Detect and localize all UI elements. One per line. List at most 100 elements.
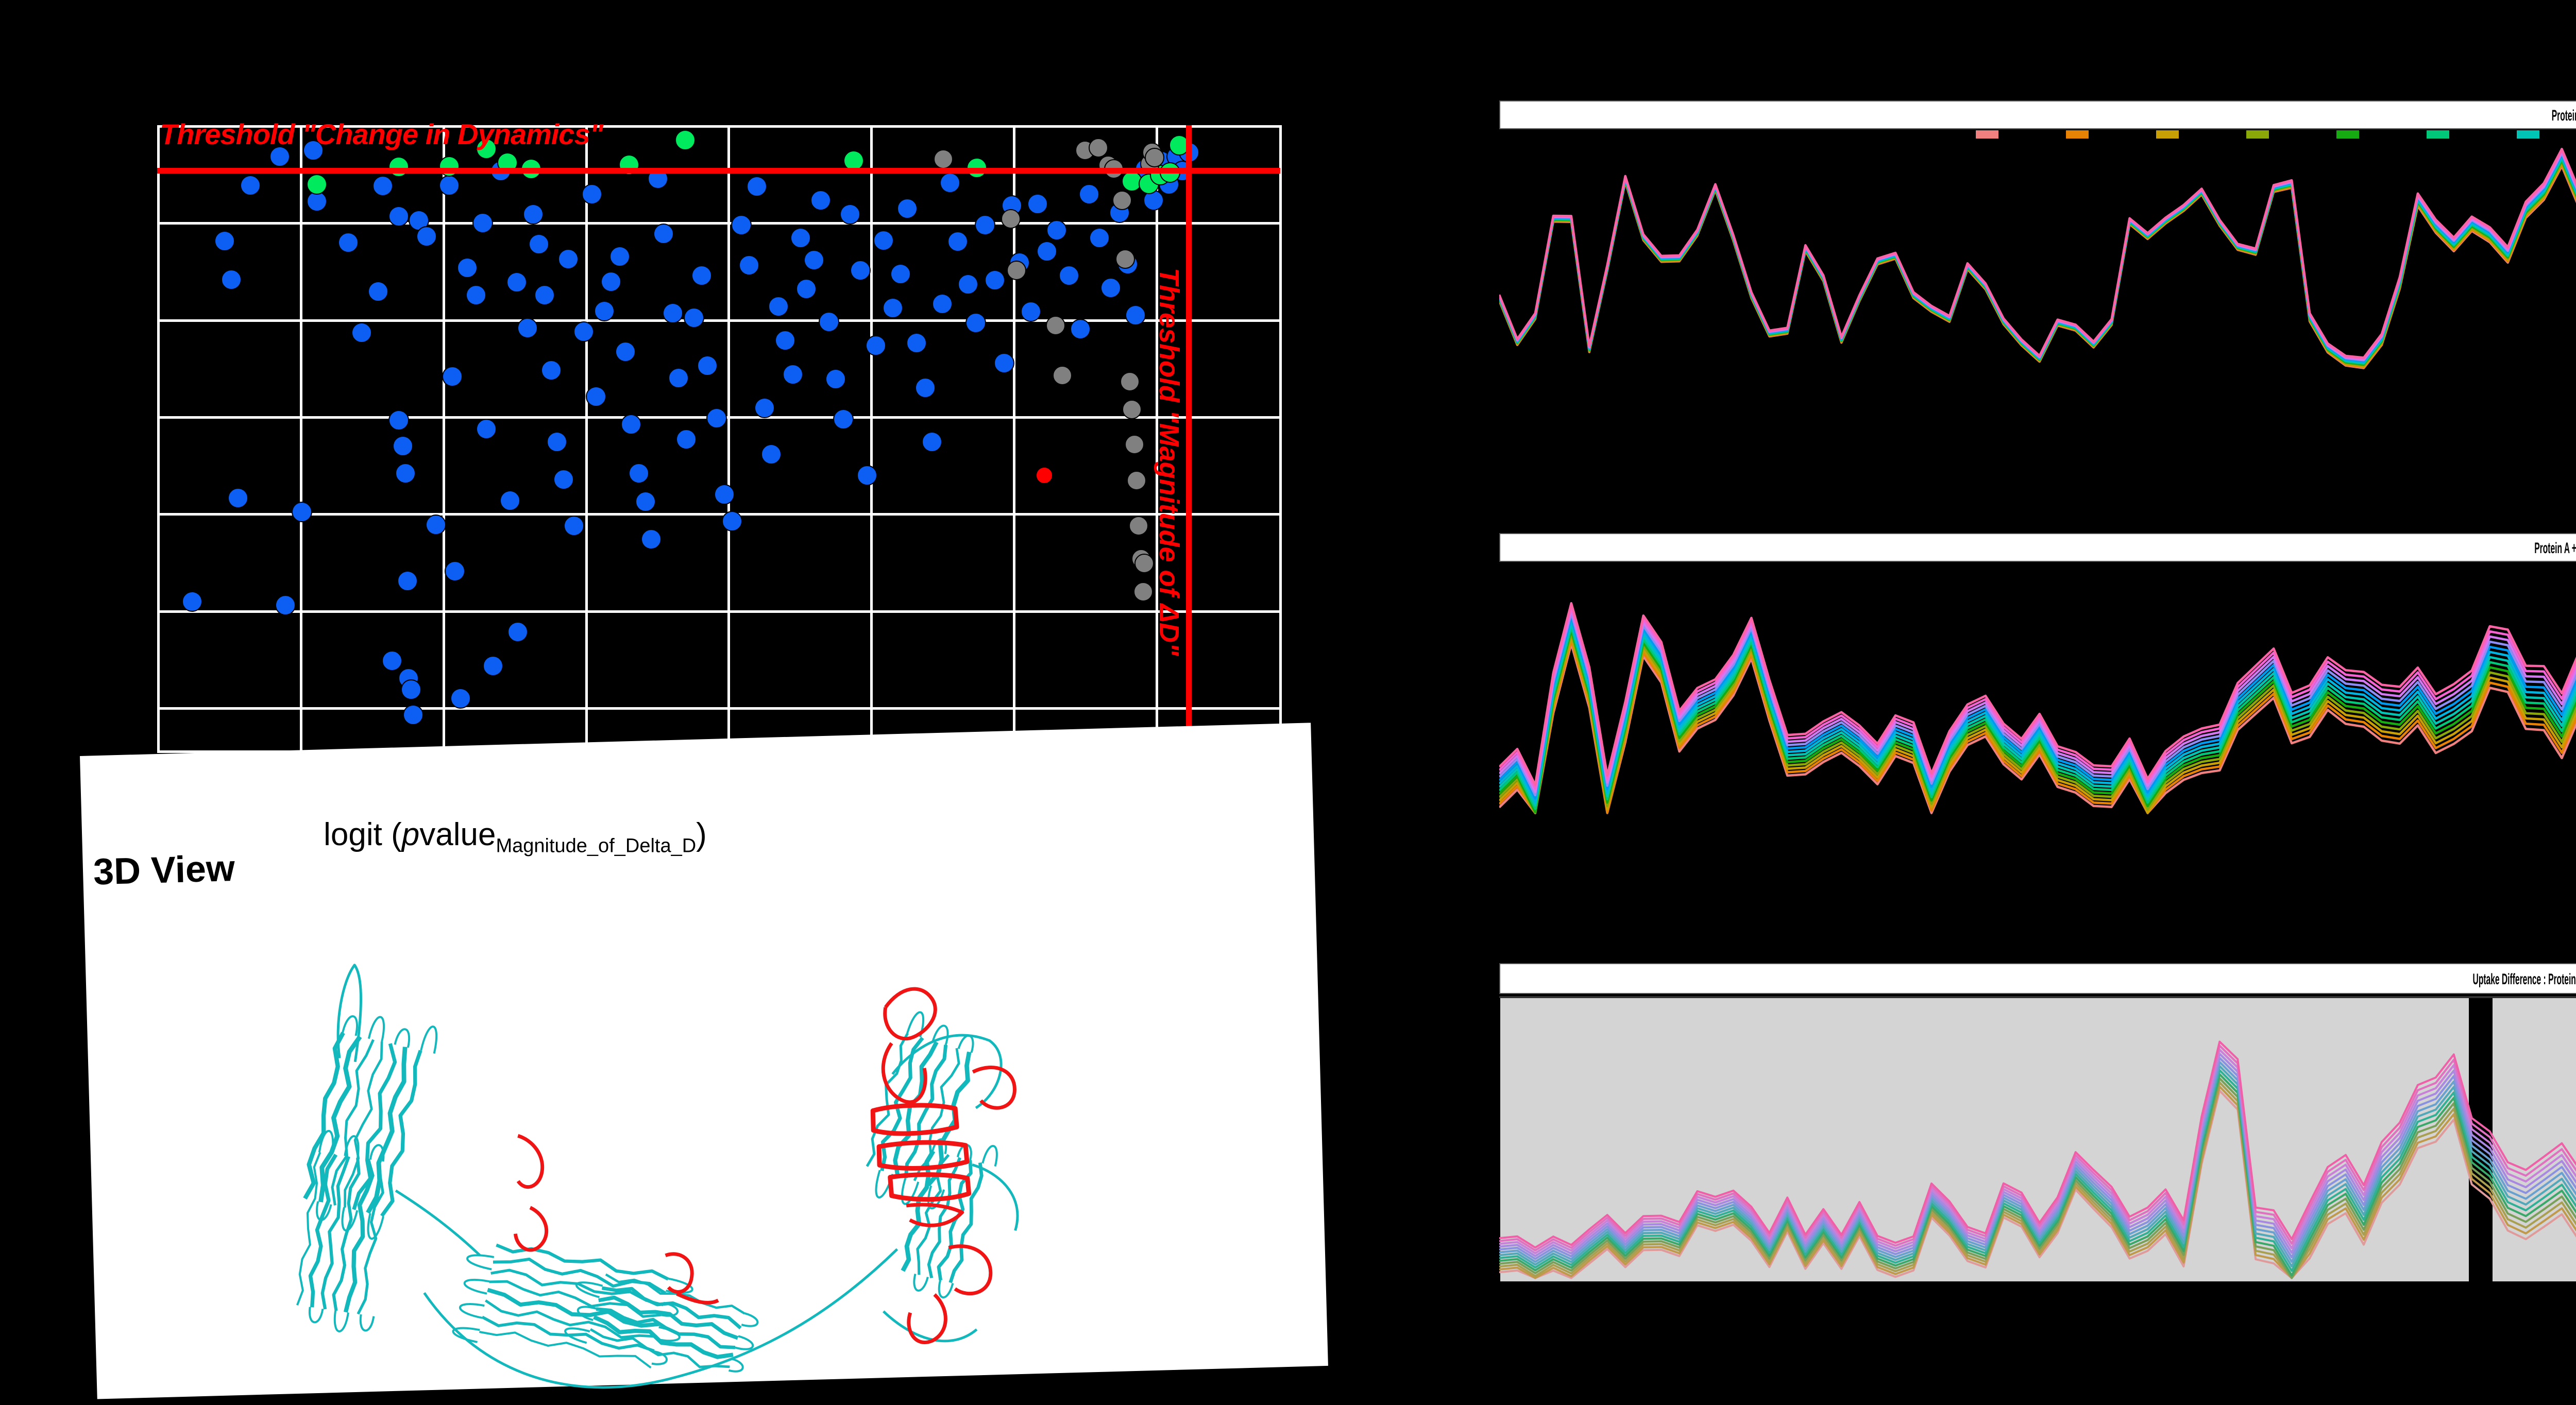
scatter-point[interactable]: [482, 655, 503, 676]
scatter-point[interactable]: [747, 176, 768, 197]
scatter-point[interactable]: [1070, 319, 1091, 340]
uptake-panel-difference[interactable]: Uptake Difference : Protein A - (Protein…: [1489, 963, 2576, 1293]
scatter-point[interactable]: [553, 469, 574, 490]
scatter-point[interactable]: [303, 140, 324, 161]
scatter-point[interactable]: [523, 203, 544, 225]
scatter-point[interactable]: [466, 285, 487, 306]
scatter-point[interactable]: [934, 149, 953, 169]
scatter-point[interactable]: [534, 285, 555, 306]
scatter-point[interactable]: [181, 591, 202, 612]
scatter-point[interactable]: [641, 529, 662, 550]
scatter-point[interactable]: [1027, 194, 1048, 215]
scatter-point[interactable]: [557, 249, 579, 269]
scatter-point[interactable]: [425, 515, 446, 536]
scatter-point[interactable]: [214, 230, 235, 251]
scatter-point[interactable]: [915, 378, 936, 399]
scatter-point[interactable]: [866, 335, 887, 356]
scatter-point[interactable]: [393, 436, 414, 457]
scatter-point[interactable]: [1088, 138, 1108, 158]
scatter-point[interactable]: [653, 224, 674, 245]
scatter-point[interactable]: [706, 407, 727, 429]
scatter-point[interactable]: [843, 150, 864, 172]
scatter-point[interactable]: [368, 281, 389, 302]
uptake-legend[interactable]: [1489, 126, 2576, 145]
scatter-point[interactable]: [1059, 265, 1080, 286]
scatter-point[interactable]: [292, 501, 313, 522]
scatter-point[interactable]: [662, 302, 683, 323]
scatter-point[interactable]: [547, 431, 568, 452]
scatter-point[interactable]: [947, 231, 969, 252]
legend-swatch-2[interactable]: [2156, 130, 2179, 139]
scatter-point[interactable]: [388, 157, 409, 178]
scatter-point[interactable]: [985, 270, 1006, 291]
scatter-point[interactable]: [442, 366, 463, 387]
legend-swatch-5[interactable]: [2427, 130, 2449, 139]
scatter-point[interactable]: [397, 570, 418, 591]
uptake-plots-column[interactable]: Protein A Protein A + Ligand Uptake Diff…: [1489, 0, 2576, 1399]
scatter-point[interactable]: [965, 312, 987, 333]
uptake-plot-difference[interactable]: [1499, 996, 2576, 1281]
volcano-plot-panel[interactable]: Threshold "Change in Dynamics" Threshold…: [0, 0, 1350, 803]
scatter-point[interactable]: [306, 174, 327, 195]
scatter-point[interactable]: [790, 227, 811, 248]
scatter-point[interactable]: [882, 297, 903, 318]
scatter-point[interactable]: [993, 352, 1014, 373]
scatter-point[interactable]: [609, 246, 631, 267]
scatter-point[interactable]: [1021, 301, 1042, 322]
scatter-point[interactable]: [269, 146, 290, 167]
scatter-point[interactable]: [594, 300, 615, 321]
legend-swatch-1[interactable]: [2066, 130, 2089, 139]
scatter-point[interactable]: [796, 279, 817, 300]
scatter-point[interactable]: [1129, 516, 1149, 536]
scatter-point[interactable]: [1133, 582, 1154, 602]
scatter-point[interactable]: [438, 156, 460, 177]
scatter-point[interactable]: [906, 332, 927, 353]
scatter-point[interactable]: [1100, 277, 1121, 298]
scatter-point[interactable]: [1144, 148, 1164, 168]
uptake-panel-protein-a-ligand[interactable]: Protein A + Ligand: [1489, 533, 2576, 821]
scatter-point[interactable]: [337, 232, 359, 253]
scatter-point[interactable]: [873, 230, 894, 251]
scatter-point[interactable]: [1036, 467, 1054, 485]
scatter-point[interactable]: [227, 488, 248, 509]
scatter-point[interactable]: [563, 515, 584, 536]
scatter-point[interactable]: [974, 215, 995, 236]
scatter-point[interactable]: [804, 250, 825, 271]
scatter-point[interactable]: [1120, 372, 1140, 392]
scatter-point[interactable]: [810, 190, 832, 211]
scatter-point[interactable]: [395, 462, 416, 484]
scatter-point[interactable]: [922, 431, 943, 452]
scatter-point[interactable]: [1053, 366, 1073, 385]
scatter-point[interactable]: [825, 369, 846, 390]
scatter-point[interactable]: [1126, 471, 1146, 491]
scatter-point[interactable]: [697, 355, 718, 376]
scatter-point[interactable]: [931, 294, 953, 315]
scatter-point[interactable]: [450, 688, 471, 709]
scatter-point[interactable]: [1006, 260, 1026, 280]
scatter-point[interactable]: [444, 561, 465, 582]
scatter-point[interactable]: [381, 650, 402, 672]
scatter-point[interactable]: [774, 330, 795, 351]
scatter-point[interactable]: [1122, 399, 1142, 419]
legend-swatch-6[interactable]: [2517, 130, 2539, 139]
scatter-point[interactable]: [674, 130, 696, 151]
scatter-point[interactable]: [957, 273, 978, 295]
scatter-point[interactable]: [840, 203, 861, 225]
volcano-plot-area[interactable]: [157, 125, 1282, 753]
scatter-point[interactable]: [541, 360, 562, 381]
uptake-plot-protein-a-ligand[interactable]: [1499, 564, 2576, 816]
scatter-point[interactable]: [507, 622, 528, 643]
3d-view-panel[interactable]: 3D View: [80, 723, 1328, 1399]
scatter-point[interactable]: [761, 444, 782, 465]
scatter-point[interactable]: [586, 386, 607, 407]
scatter-point[interactable]: [221, 269, 242, 290]
scatter-point[interactable]: [1134, 553, 1155, 573]
scatter-point[interactable]: [1079, 183, 1100, 204]
scatter-point[interactable]: [476, 139, 497, 160]
scatter-point[interactable]: [1089, 227, 1110, 248]
scatter-point[interactable]: [1125, 305, 1146, 326]
scatter-point[interactable]: [1046, 315, 1065, 335]
scatter-point[interactable]: [782, 364, 803, 385]
legend-swatch-4[interactable]: [2336, 130, 2359, 139]
scatter-point[interactable]: [600, 271, 621, 292]
